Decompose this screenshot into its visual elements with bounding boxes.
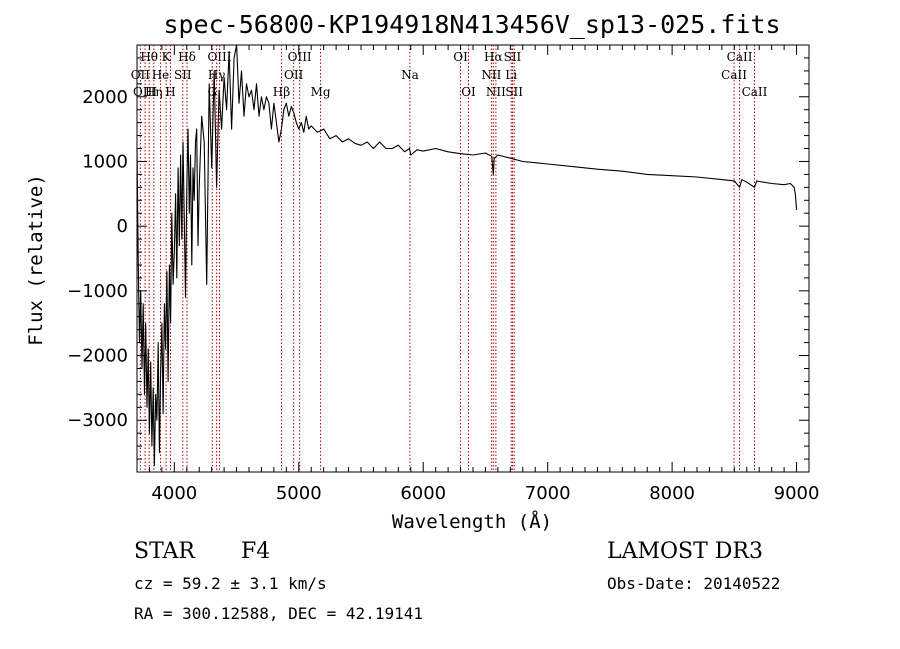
subclass-label: F4 (241, 539, 270, 564)
plot-frame (136, 44, 810, 473)
line-label-13: OII (284, 68, 304, 82)
line-label-2: OIII (133, 85, 157, 99)
y-tick-label-2: −1000 (67, 281, 128, 302)
spectrum-series (136, 44, 798, 467)
line-label-17: OI (453, 50, 468, 64)
x-tick-label-1: 5000 (276, 483, 322, 504)
spectral-line-markers (139, 45, 755, 472)
redshift-text: cz = 59.2 ± 3.1 km/s (134, 574, 327, 593)
x-axis-label: Wavelength (Å) (392, 510, 552, 533)
y-tick-label-0: −3000 (67, 410, 128, 431)
y-tick-label-5: 2000 (82, 87, 128, 108)
line-label-18: OI (461, 85, 476, 99)
line-label-15: Mg (311, 85, 331, 99)
line-label-8: Hδ (178, 50, 196, 64)
y-axis-label: Flux (relative) (25, 174, 47, 346)
line-label-25: CaII (727, 50, 753, 64)
x-tick-label-0: 4000 (151, 483, 197, 504)
line-label-12: OIII (288, 50, 312, 64)
line-label-4: He (152, 68, 170, 82)
x-tick-label-2: 6000 (400, 483, 446, 504)
line-label-16: Na (401, 68, 419, 82)
line-label-11: G (207, 85, 217, 99)
line-label-10: Hγ (208, 68, 226, 82)
survey-label: LAMOST DR3 (607, 539, 763, 564)
y-tick-label-3: 0 (117, 216, 128, 237)
line-label-27: CaII (742, 85, 768, 99)
line-label-5: K (162, 50, 172, 64)
line-label-3: Hη (145, 85, 163, 99)
x-tick-label-4: 8000 (649, 483, 695, 504)
line-label-26: CaII (721, 68, 747, 82)
chart-title: spec-56800-KP194918N413456V_sp13-025.fit… (163, 10, 780, 39)
line-label-20: SII (504, 50, 522, 64)
line-label-1: OII (131, 68, 151, 82)
line-label-22: Li (505, 68, 517, 82)
line-label-14: Hβ (273, 85, 290, 99)
x-tick-label-5: 9000 (774, 483, 820, 504)
line-label-9: OIII (207, 50, 231, 64)
y-tick-label-1: −2000 (67, 346, 128, 367)
plot-border (136, 44, 810, 473)
line-label-24: SII (505, 85, 523, 99)
line-label-7: H (165, 85, 175, 99)
spectrum-line-0 (136, 44, 798, 467)
axis-ticks: 4000 5000 6000 7000 8000 9000 −3000 −2000 −1000 0… (67, 45, 819, 504)
line-label-6: SII (174, 68, 192, 82)
line-label-0: Hθ (140, 50, 158, 64)
obs-date-text: Obs-Date: 20140522 (607, 574, 780, 593)
line-label-21: NII (481, 68, 501, 82)
coordinates-text: RA = 300.12588, DEC = 42.19141 (134, 604, 423, 623)
y-tick-label-4: 1000 (82, 151, 128, 172)
x-tick-label-3: 7000 (525, 483, 571, 504)
line-label-23: NII (486, 85, 506, 99)
class-label: STAR (134, 539, 196, 564)
line-label-19: Hα (484, 50, 503, 64)
